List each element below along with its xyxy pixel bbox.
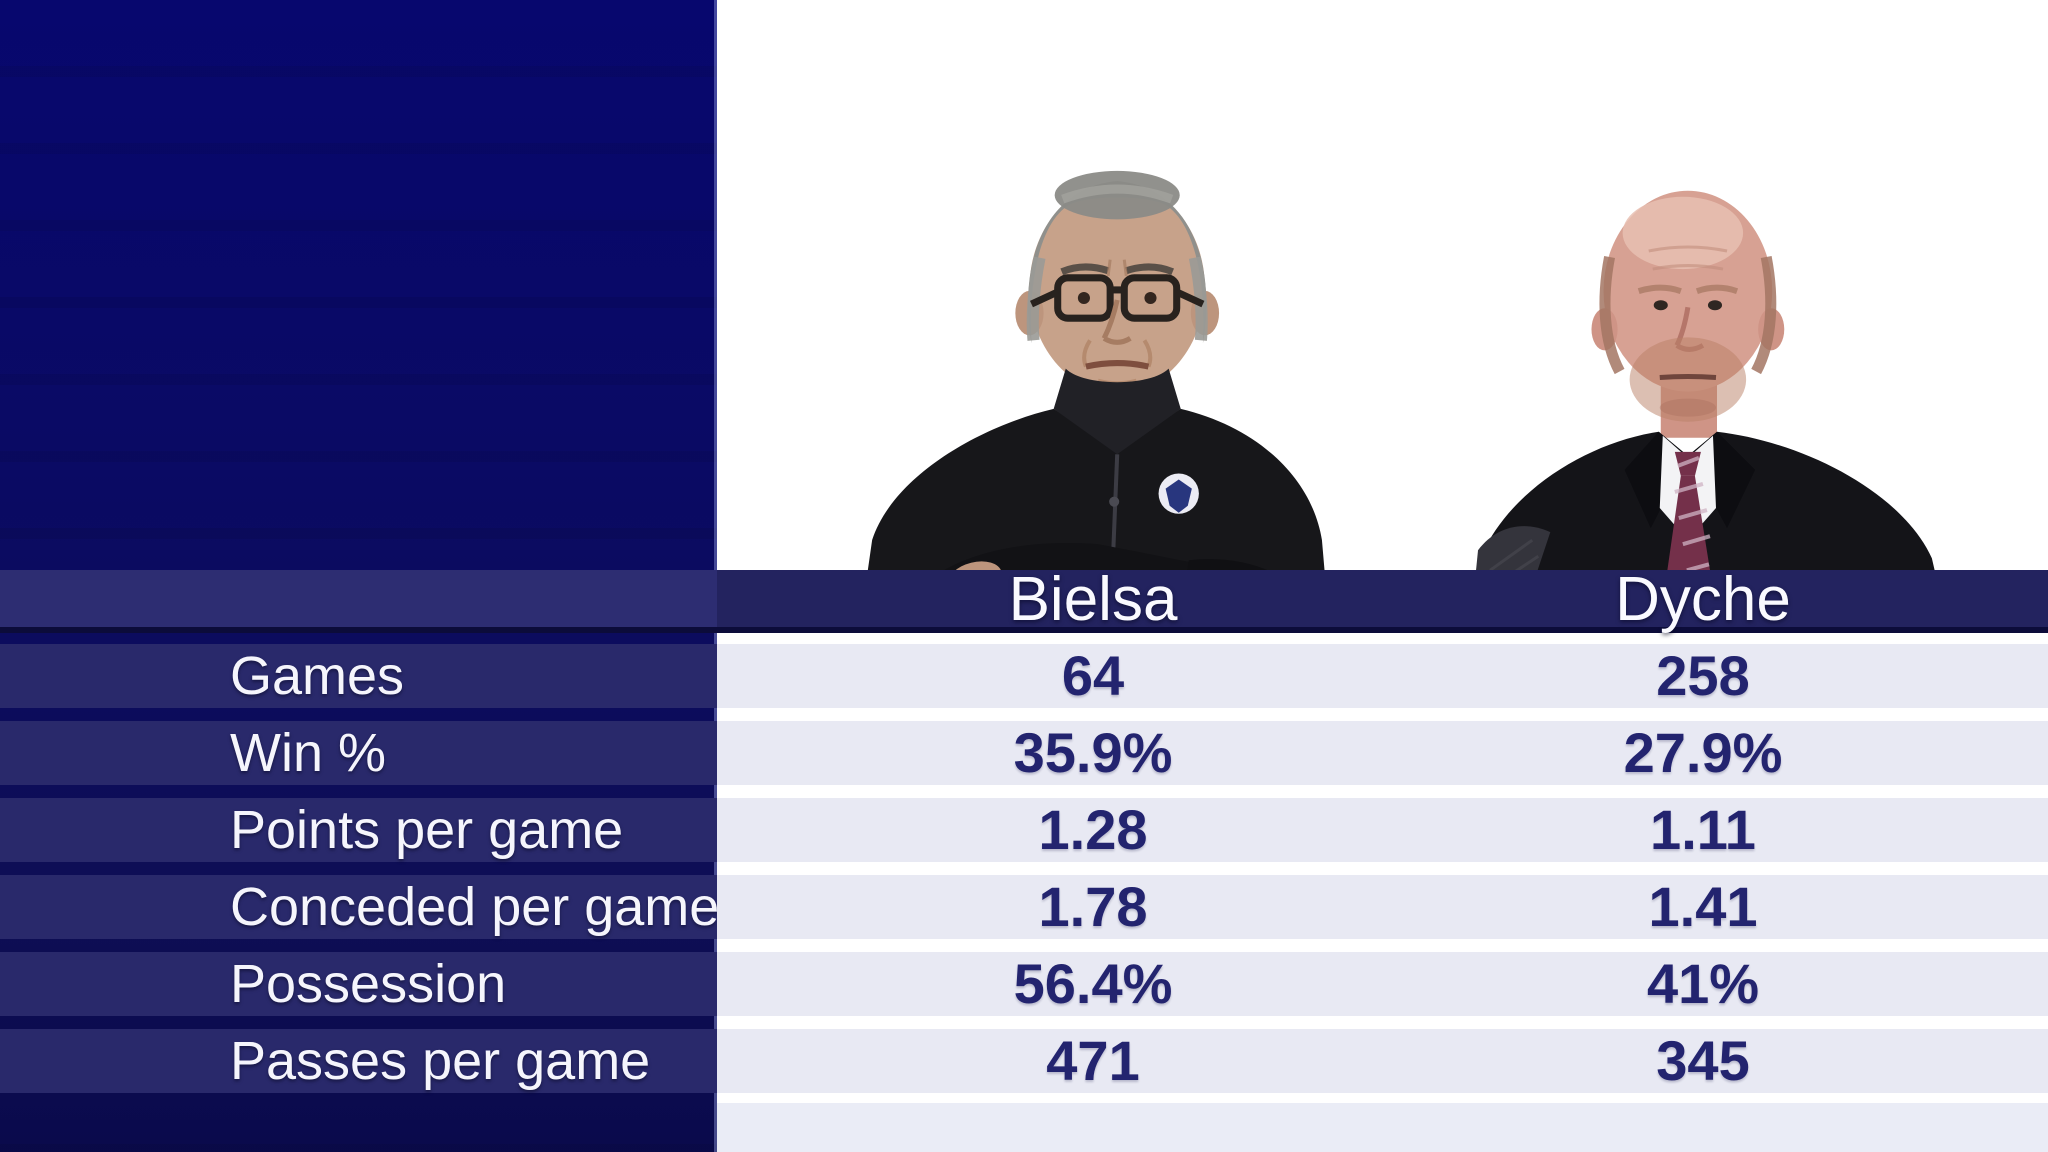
bielsa-photo [856,106,1330,611]
row-label-band: Win % [0,721,717,785]
column-header-dyche: Dyche [1615,565,1791,634]
stat-value-dyche: 1.41 [1648,875,1758,938]
stat-value-bielsa: 471 [1046,1029,1140,1092]
stat-value-bielsa: 35.9% [1013,721,1173,784]
bottom-strip [717,1103,2048,1152]
stat-value-dyche: 1.11 [1650,798,1756,861]
row-label-band: Possession [0,952,717,1016]
row-value-band: 1.28 1.11 [717,798,2048,862]
dyche-photo [1472,138,1964,611]
stat-value-dyche: 345 [1656,1029,1750,1092]
row-label-band: Conceded per game [0,875,720,939]
stat-label: Win % [230,723,387,783]
stat-label: Conceded per game [230,877,720,937]
row-value-band: 64 258 [717,644,2048,708]
stat-value-dyche: 27.9% [1623,721,1783,784]
row-value-band: 35.9% 27.9% [717,721,2048,785]
stat-value-bielsa: 64 [1061,644,1125,707]
stat-value-bielsa: 56.4% [1013,952,1173,1015]
row-label-band: Passes per game [0,1029,717,1093]
row-value-band: 471 345 [717,1029,2048,1093]
row-value-band: 56.4% 41% [717,952,2048,1016]
stat-value-dyche: 258 [1656,644,1750,707]
column-header-bielsa: Bielsa [1008,565,1178,634]
stat-value-bielsa: 1.78 [1038,875,1148,938]
stat-label: Possession [230,954,507,1014]
row-value-band: 1.78 1.41 [717,875,2048,939]
stat-value-bielsa: 1.28 [1038,798,1148,861]
stat-label: Points per game [230,800,624,860]
dyche-portrait-image [1472,190,1944,611]
stat-label: Passes per game [230,1031,651,1091]
bielsa-portrait-image [862,170,1328,611]
stat-value-dyche: 41% [1646,952,1760,1015]
comparison-table-header: Bielsa Dyche [0,565,2048,634]
row-label-band: Games [0,644,717,708]
stat-label: Games [230,646,405,706]
row-label-band: Points per game [0,798,717,862]
